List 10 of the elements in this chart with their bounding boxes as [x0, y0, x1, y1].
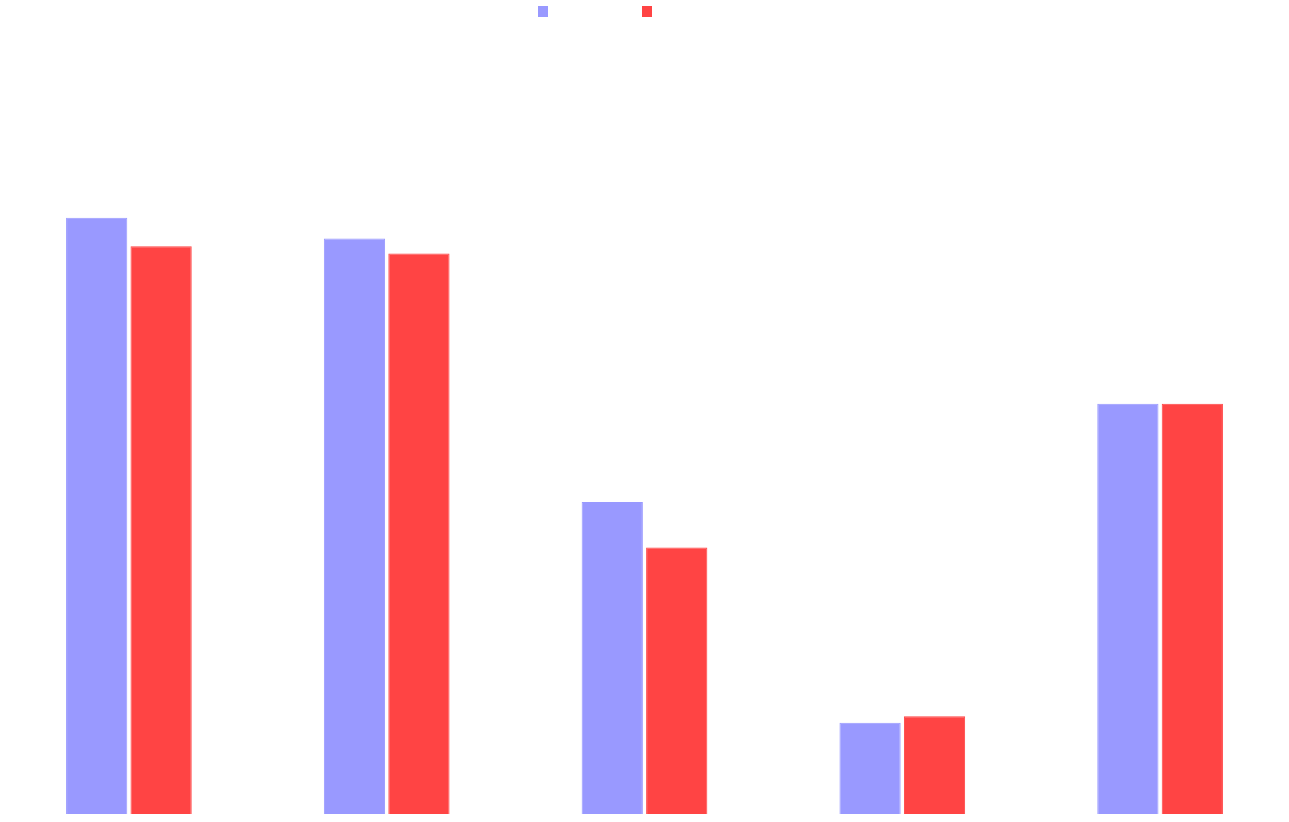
bar — [1161, 403, 1223, 814]
bar — [581, 502, 643, 814]
bar — [323, 238, 386, 814]
bar — [646, 547, 708, 814]
bar — [130, 246, 192, 814]
bar — [388, 253, 450, 814]
bar — [1097, 403, 1159, 814]
bar — [66, 217, 128, 814]
bar — [839, 722, 901, 814]
bar — [903, 716, 966, 814]
